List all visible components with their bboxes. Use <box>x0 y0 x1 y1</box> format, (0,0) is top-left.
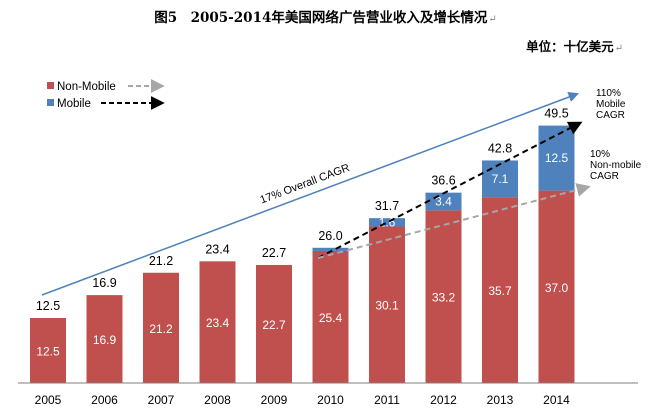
x-tick-label-2012: 2012 <box>430 393 457 407</box>
x-tick-label-2014: 2014 <box>543 393 570 407</box>
total-label-2005: 12.5 <box>36 299 60 313</box>
non-mobile-cagr-text: CAGR <box>590 171 619 182</box>
bar-mobile-2011 <box>369 218 405 227</box>
bar-non-mobile-2007 <box>143 272 179 383</box>
non-mobile-cagr-label: 10% Non-mobile CAGR <box>590 149 644 182</box>
bar-non-mobile-2005 <box>30 318 66 383</box>
overall-cagr-arrow <box>41 92 579 296</box>
bar-non-mobile-2012 <box>425 210 462 383</box>
data-label-mobile-2012: 3.4 <box>435 195 452 209</box>
total-label-2014: 49.5 <box>544 107 568 121</box>
labels-layer: 12.5 12.5 2005 16.9 16.9 2006 21.2 21.2 2007 23.4… <box>35 107 571 407</box>
bar-non-mobile-2009 <box>256 264 292 383</box>
non-mobile-cagr-arrow <box>317 183 591 259</box>
total-label-2011: 31.7 <box>375 199 399 213</box>
mobile-cagr-rate: 110% <box>596 88 621 99</box>
data-label-non-mobile-2013: 35.7 <box>488 284 512 298</box>
data-label-non-mobile-2008: 23.4 <box>206 316 230 330</box>
x-tick-label-2006: 2006 <box>91 393 118 407</box>
data-label-non-mobile-2011: 30.1 <box>375 299 399 313</box>
x-tick-label-2007: 2007 <box>148 393 175 407</box>
x-tick-label-2008: 2008 <box>204 393 231 407</box>
data-label-non-mobile-2009: 22.7 <box>262 318 286 332</box>
total-label-2007: 21.2 <box>149 254 173 268</box>
data-label-mobile-2013: 7.1 <box>492 172 509 186</box>
figure-title: 图5 2005-2014年美国网络广告营业收入及增长情况↵ <box>154 10 497 26</box>
bar-non-mobile-2006 <box>86 295 123 383</box>
legend-swatch-mobile <box>47 99 54 106</box>
data-label-non-mobile-2010: 25.4 <box>319 311 343 325</box>
bar-non-mobile-2008 <box>199 261 236 383</box>
bar-mobile-2014 <box>538 125 575 191</box>
bar-non-mobile-2013 <box>482 197 518 383</box>
data-label-mobile-2011: 1.6 <box>379 215 396 229</box>
bar-mobile-2013 <box>482 160 518 198</box>
x-tick-label-2009: 2009 <box>261 393 288 407</box>
data-label-non-mobile-2005: 12.5 <box>36 345 60 359</box>
mobile-cagr-text: CAGR <box>596 110 625 121</box>
non-mobile-cagr-rate: 10% <box>590 149 610 160</box>
mobile-cagr-label: 110% Mobile CAGR <box>596 88 628 121</box>
x-tick-label-2013: 2013 <box>487 393 514 407</box>
data-label-non-mobile-2006: 16.9 <box>93 333 117 347</box>
legend-label-mobile: Mobile <box>57 98 91 110</box>
bar-non-mobile-2010 <box>312 250 349 383</box>
total-label-2012: 36.6 <box>431 174 455 188</box>
total-label-2006: 16.9 <box>92 276 116 290</box>
bar-non-mobile-2011 <box>369 226 405 383</box>
x-tick-label-2011: 2011 <box>374 393 400 407</box>
data-label-mobile-2014: 12.5 <box>545 151 569 165</box>
bar-non-mobile-2014 <box>538 190 575 383</box>
legend-label-non-mobile: Non-Mobile <box>57 81 116 93</box>
mobile-cagr-arrow <box>317 121 583 259</box>
bars-layer <box>30 125 575 383</box>
x-tick-label-2005: 2005 <box>35 393 62 407</box>
data-label-non-mobile-2007: 21.2 <box>149 322 173 336</box>
legend-swatch-non-mobile <box>47 82 54 89</box>
legend: Non-Mobile Mobile <box>47 79 165 110</box>
mobile-cagr-series: Mobile <box>596 99 626 110</box>
bar-mobile-2010 <box>312 247 349 251</box>
total-label-2009: 22.7 <box>262 246 286 260</box>
total-label-2008: 23.4 <box>205 242 229 256</box>
unit-label: 单位：十亿美元↵ <box>526 39 623 54</box>
data-label-non-mobile-2012: 33.2 <box>432 291 456 305</box>
data-label-non-mobile-2014: 37.0 <box>545 281 569 295</box>
total-label-2010: 26.0 <box>318 229 342 243</box>
x-tick-label-2010: 2010 <box>317 393 344 407</box>
total-label-2013: 42.8 <box>488 141 512 155</box>
non-mobile-cagr-series: Non-mobile <box>590 160 642 171</box>
